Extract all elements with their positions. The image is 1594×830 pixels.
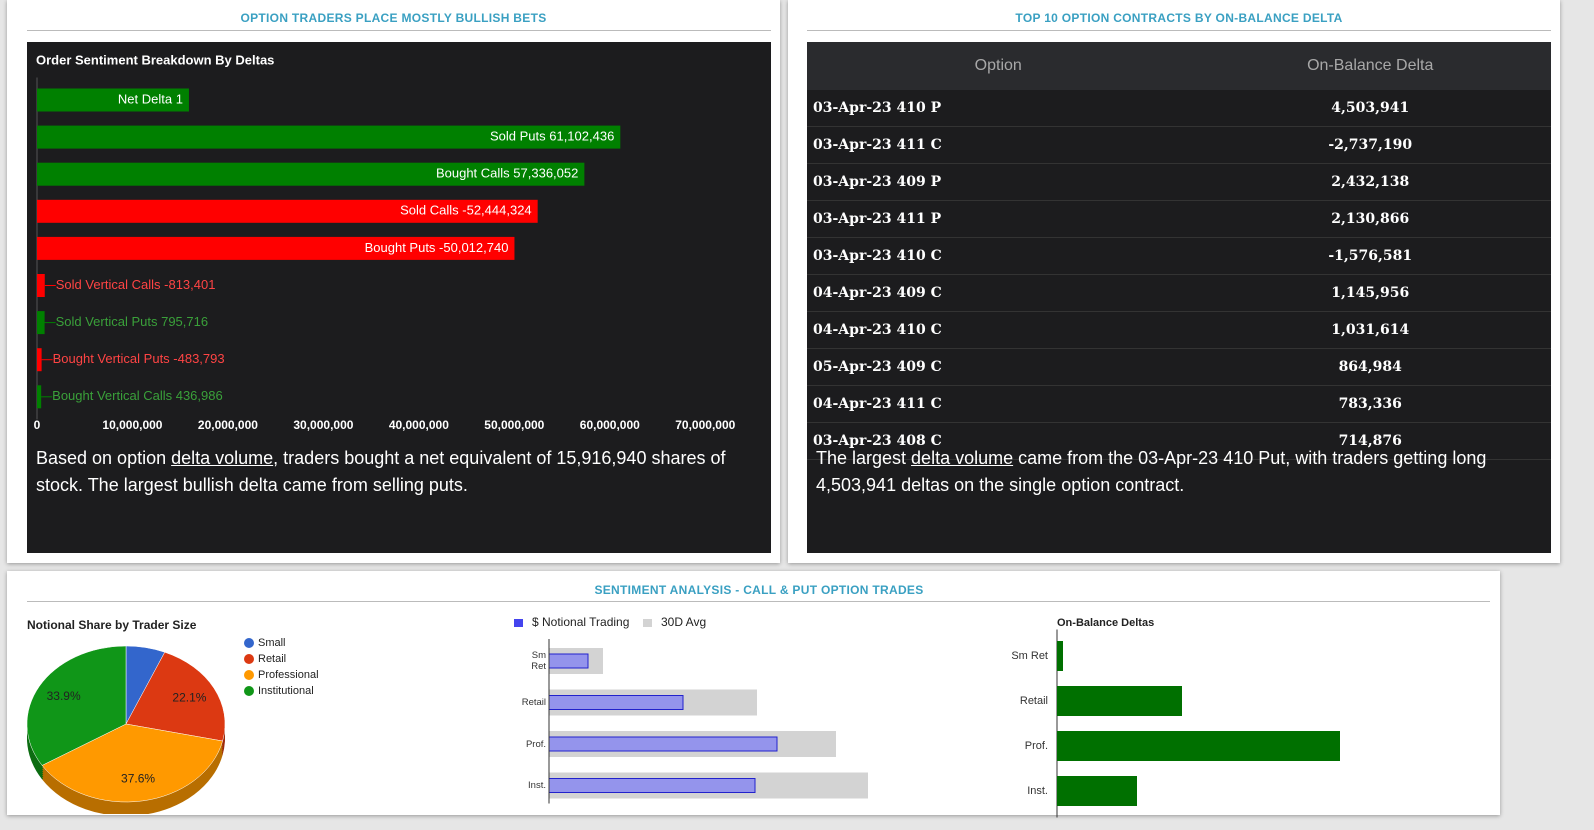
rule xyxy=(807,30,1551,31)
table-row: 03-Apr-23 411 P 2,130,866 xyxy=(807,200,1551,238)
table-cell: 03-Apr-23 411 C xyxy=(807,126,1190,164)
table-row: 05-Apr-23 409 C 864,984 xyxy=(807,348,1551,386)
summary-text: Based on option xyxy=(36,448,172,468)
summary-link: delta volume xyxy=(911,448,1014,468)
table-cell: 03-Apr-23 408 C xyxy=(807,422,1190,460)
table-cell: 2,130,866 xyxy=(1189,200,1551,238)
table-row: 03-Apr-23 410 C -1,576,581 xyxy=(807,237,1551,275)
header-row: Option On-Balance Delta xyxy=(807,42,1551,90)
summary-text: The largest xyxy=(816,448,912,468)
panel-bottom: SENTIMENT ANALYSIS - CALL & PUT OPTION T… xyxy=(7,571,1500,815)
summary: Based on option delta volume, traders bo… xyxy=(36,445,776,499)
rule xyxy=(27,30,771,31)
table-cell: 1,031,614 xyxy=(1189,311,1551,349)
panel-right: TOP 10 OPTION CONTRACTS BY ON-BALANCE DE… xyxy=(788,0,1560,563)
column-header: Option xyxy=(807,42,1190,90)
table-cell: 2,432,138 xyxy=(1189,163,1551,201)
table-cell: 04-Apr-23 409 C xyxy=(807,274,1190,312)
table-row: 04-Apr-23 411 C 783,336 xyxy=(807,385,1551,423)
summary-text: came from the 03-Apr-23 410 Put, with tr… xyxy=(816,448,1487,495)
table-cell: 04-Apr-23 411 C xyxy=(807,385,1190,423)
table-row: 03-Apr-23 411 C -2,737,190 xyxy=(807,126,1551,164)
panel-title: OPTION TRADERS PLACE MOSTLY BULLISH BETS xyxy=(240,11,547,25)
table-cell: 4,503,941 xyxy=(1189,90,1551,127)
table-cell: 03-Apr-23 410 P xyxy=(807,90,1190,127)
table-row: 04-Apr-23 410 C 1,031,614 xyxy=(807,311,1551,349)
table-row: 03-Apr-23 408 C 714,876 xyxy=(807,422,1551,460)
rule xyxy=(27,601,1490,602)
table-row: 04-Apr-23 409 C 1,145,956 xyxy=(807,274,1551,312)
table-cell: 714,876 xyxy=(1189,422,1551,460)
table: Option On-Balance Delta 03-Apr-23 410 P 4,5… xyxy=(807,42,1551,460)
column-header: On-Balance Delta xyxy=(1189,42,1551,90)
table-cell: -1,576,581 xyxy=(1189,237,1551,275)
panel-title: SENTIMENT ANALYSIS - CALL & PUT OPTION T… xyxy=(594,583,924,597)
table-cell: 03-Apr-23 409 P xyxy=(807,163,1190,201)
table-cell: 03-Apr-23 411 P xyxy=(807,200,1190,238)
table-row: 03-Apr-23 409 P 2,432,138 xyxy=(807,163,1551,201)
table-cell: 783,336 xyxy=(1189,385,1551,423)
table-area: Option On-Balance Delta 03-Apr-23 410 P 4,5… xyxy=(807,42,1551,553)
table-row: 03-Apr-23 410 P 4,503,941 xyxy=(807,90,1551,127)
table-cell: -2,737,190 xyxy=(1189,126,1551,164)
table-cell: 04-Apr-23 410 C xyxy=(807,311,1190,349)
table-cell: 05-Apr-23 409 C xyxy=(807,348,1190,386)
summary-text: , traders bought a net equivalent of 15,… xyxy=(36,448,726,495)
summary-link: delta volume xyxy=(171,448,274,468)
table-cell: 03-Apr-23 410 C xyxy=(807,237,1190,275)
panel-title: TOP 10 OPTION CONTRACTS BY ON-BALANCE DE… xyxy=(1015,11,1343,25)
table-cell: 1,145,956 xyxy=(1189,274,1551,312)
summary: The largest delta volume came from the 0… xyxy=(816,445,1516,499)
table-cell: 864,984 xyxy=(1189,348,1551,386)
